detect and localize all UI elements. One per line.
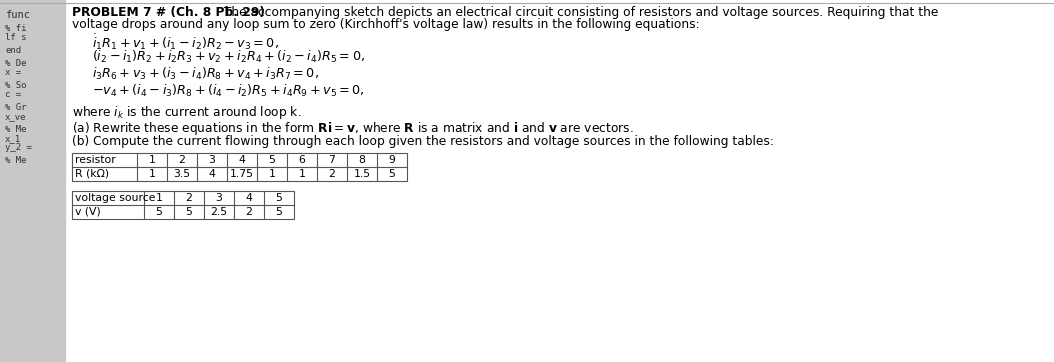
Text: 5: 5	[186, 207, 193, 217]
Text: % fi: % fi	[5, 24, 26, 33]
Text: resistor: resistor	[75, 155, 116, 165]
Text: 4: 4	[209, 169, 215, 179]
Text: voltage source: voltage source	[75, 193, 156, 203]
Text: 2: 2	[246, 207, 253, 217]
Text: v (V): v (V)	[75, 207, 101, 217]
Text: 1.75: 1.75	[230, 169, 254, 179]
Text: 3: 3	[209, 155, 215, 165]
Text: 2: 2	[178, 155, 186, 165]
Text: (b) Compute the current flowing through each loop given the resistors and voltag: (b) Compute the current flowing through …	[72, 135, 774, 148]
Text: x =: x =	[5, 68, 21, 77]
Text: 7: 7	[329, 155, 335, 165]
Text: func: func	[5, 10, 30, 20]
Text: 5: 5	[389, 169, 395, 179]
Text: % De: % De	[5, 59, 26, 68]
Text: 3.5: 3.5	[174, 169, 191, 179]
Text: y_2 =: y_2 =	[5, 143, 32, 152]
Text: 4: 4	[246, 193, 253, 203]
Text: $(i_2 - i_1)R_2 + i_2R_3 + v_2 + i_2R_4 + (i_2 - i_4)R_5 = 0,$: $(i_2 - i_1)R_2 + i_2R_3 + v_2 + i_2R_4 …	[92, 49, 365, 65]
Text: x_1: x_1	[5, 134, 21, 143]
Text: The accompanying sketch depicts an electrical circuit consisting of resistors an: The accompanying sketch depicts an elect…	[220, 6, 938, 19]
Text: 2: 2	[329, 169, 335, 179]
Text: 1: 1	[149, 155, 155, 165]
Text: 8: 8	[358, 155, 366, 165]
Text: $\dot{i}_1R_1 + v_1 + (i_1 - i_2)R_2 - v_3 = 0,$: $\dot{i}_1R_1 + v_1 + (i_1 - i_2)R_2 - v…	[92, 32, 279, 52]
Text: 5: 5	[275, 207, 282, 217]
Text: lf s: lf s	[5, 33, 26, 42]
Bar	[72, 191, 294, 219]
Text: voltage drops around any loop sum to zero (Kirchhoff's voltage law) results in t: voltage drops around any loop sum to zer…	[72, 18, 700, 31]
Text: 5: 5	[156, 207, 162, 217]
Text: 3: 3	[216, 193, 222, 203]
Text: c =: c =	[5, 90, 21, 99]
Text: where $i_k$ is the current around loop k.: where $i_k$ is the current around loop k…	[72, 104, 301, 121]
Text: % Me: % Me	[5, 125, 26, 134]
Text: % Gr: % Gr	[5, 103, 26, 112]
Text: 1: 1	[149, 169, 155, 179]
Text: 4: 4	[238, 155, 246, 165]
Text: % Me: % Me	[5, 156, 26, 165]
Text: 5: 5	[275, 193, 282, 203]
Bar	[72, 153, 407, 181]
Text: 6: 6	[298, 155, 306, 165]
Text: end: end	[5, 46, 21, 55]
Text: % So: % So	[5, 81, 26, 90]
Text: 5: 5	[269, 155, 275, 165]
Text: (a) Rewrite these equations in the form $\mathbf{Ri} = \mathbf{v}$, where $\math: (a) Rewrite these equations in the form …	[72, 120, 633, 137]
Bar	[0, 0, 65, 362]
Text: $i_3R_6 + v_3 + (i_3 - i_4)R_8 + v_4 + i_3R_7 = 0,$: $i_3R_6 + v_3 + (i_3 - i_4)R_8 + v_4 + i…	[92, 66, 319, 82]
Text: 2.5: 2.5	[211, 207, 228, 217]
Text: 1: 1	[298, 169, 306, 179]
Text: $-v_4 + (i_4 - i_3)R_8 + (i_4 - i_2)R_5 + i_4R_9 + v_5 = 0,$: $-v_4 + (i_4 - i_3)R_8 + (i_4 - i_2)R_5 …	[92, 83, 365, 99]
Text: 1: 1	[156, 193, 162, 203]
Text: 1.5: 1.5	[353, 169, 371, 179]
Text: 2: 2	[186, 193, 193, 203]
Text: R (kΩ): R (kΩ)	[75, 169, 110, 179]
Text: 1: 1	[269, 169, 275, 179]
Text: x_ve: x_ve	[5, 112, 26, 121]
Text: 9: 9	[389, 155, 395, 165]
Text: PROBLEM 7 # (Ch. 8 Pb. 29): PROBLEM 7 # (Ch. 8 Pb. 29)	[72, 6, 265, 19]
